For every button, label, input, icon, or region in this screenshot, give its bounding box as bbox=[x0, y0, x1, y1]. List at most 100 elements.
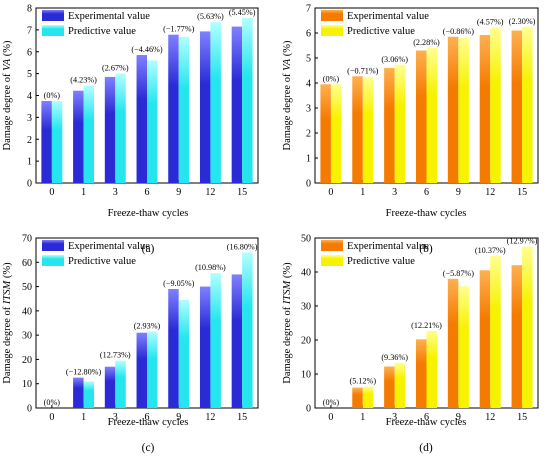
bar-series-1 bbox=[352, 387, 363, 408]
legend-swatch bbox=[42, 240, 64, 251]
x-tick-label: 1 bbox=[360, 412, 365, 423]
y-tick-label: 1 bbox=[27, 157, 32, 168]
bar-series-2 bbox=[147, 60, 158, 183]
bar-series-1 bbox=[104, 76, 116, 183]
y-tick-label: 6 bbox=[306, 29, 311, 40]
bar-annotation: (12.73%) bbox=[100, 351, 131, 360]
y-tick-label: 1 bbox=[306, 154, 311, 165]
x-tick-label: 12 bbox=[485, 412, 495, 423]
x-tick-label: 1 bbox=[81, 412, 86, 423]
y-tick-label: 60 bbox=[22, 258, 32, 269]
chart-panel-4: 0 10 20 30 40 50 0 (0%) 1 (5.12%) 3 (9.36%) 6 (12.21%… bbox=[282, 234, 539, 454]
bar-series-2 bbox=[242, 17, 253, 183]
bar-annotation: (0%) bbox=[323, 74, 340, 83]
bar-series-2 bbox=[210, 22, 221, 183]
bar-series-1 bbox=[384, 68, 395, 183]
bar-series-1 bbox=[104, 366, 116, 408]
x-tick-label: 3 bbox=[392, 187, 397, 198]
bar-series-1 bbox=[199, 31, 211, 183]
bar-series-1 bbox=[136, 55, 147, 183]
bar-annotation: (−0.86%) bbox=[443, 27, 474, 36]
bar-series-1 bbox=[384, 366, 395, 408]
y-axis-label-unit: (%) bbox=[282, 40, 293, 59]
bar-annotation: (0%) bbox=[44, 91, 61, 100]
bar-annotation: (9.36%) bbox=[381, 353, 408, 362]
x-tick-label: 6 bbox=[424, 412, 429, 423]
bar-series-2 bbox=[490, 27, 501, 183]
x-tick-label: 6 bbox=[145, 412, 150, 423]
bar-series-2 bbox=[458, 38, 469, 183]
chart-panel-2: 012345670(0%)1(−0.71%)3(3.06%)6(2.28%)9(… bbox=[282, 4, 539, 255]
bar-annotation: (2.28%) bbox=[413, 38, 440, 47]
bar-series-2 bbox=[178, 36, 190, 183]
panel-label: (d) bbox=[419, 442, 433, 454]
bar-series-2 bbox=[83, 381, 95, 408]
bar-annotation: (12.21%) bbox=[411, 321, 442, 330]
bar-annotation: (−12.80%) bbox=[66, 368, 102, 377]
bar-series-2 bbox=[394, 64, 406, 183]
bar-series-1 bbox=[511, 265, 523, 408]
y-axis-label-text: Damage degree of bbox=[282, 304, 293, 384]
y-tick-label: 40 bbox=[22, 306, 32, 317]
bar-annotation: (0%) bbox=[323, 398, 340, 407]
bar-annotation: (10.37%) bbox=[475, 246, 506, 255]
bar-series-1 bbox=[73, 377, 84, 408]
y-axis-label: Damage degree of VA (%) bbox=[282, 40, 293, 151]
x-tick-label: 9 bbox=[176, 412, 181, 423]
y-tick-label: 0 bbox=[27, 179, 32, 190]
bar-annotation: (5.45%) bbox=[229, 8, 256, 17]
bar-annotation: (12.97%) bbox=[507, 237, 538, 246]
bar-series-2 bbox=[51, 100, 63, 183]
bar-series-2 bbox=[458, 286, 469, 408]
bar-annotation: (2.67%) bbox=[102, 64, 129, 73]
bar-series-2 bbox=[178, 299, 190, 408]
y-tick-label: 70 bbox=[22, 234, 32, 245]
y-tick-label: 5 bbox=[27, 69, 32, 80]
x-tick-label: 15 bbox=[517, 187, 527, 198]
y-axis-label-italic: ITSM bbox=[2, 279, 13, 305]
panel-label: (b) bbox=[419, 243, 433, 255]
y-tick-label: 50 bbox=[22, 282, 32, 293]
y-axis-label-italic: VA bbox=[282, 58, 293, 71]
bar-series-2 bbox=[242, 252, 253, 408]
x-tick-label: 6 bbox=[424, 187, 429, 198]
bar-annotation: (0%) bbox=[44, 398, 61, 407]
bar-series-2 bbox=[330, 84, 342, 183]
bar-annotation: (2.93%) bbox=[134, 322, 161, 331]
bar-series-1 bbox=[352, 76, 363, 183]
x-tick-label: 0 bbox=[328, 412, 333, 423]
y-tick-label: 7 bbox=[27, 25, 32, 36]
bar-annotation: (5.63%) bbox=[197, 12, 224, 21]
y-axis-label-text: Damage degree of bbox=[2, 71, 13, 151]
y-tick-label: 8 bbox=[27, 4, 32, 15]
bar-series-1 bbox=[447, 278, 459, 408]
y-tick-label: 10 bbox=[301, 370, 311, 381]
bar-series-2 bbox=[394, 362, 406, 408]
bar-series-1 bbox=[136, 332, 147, 408]
x-tick-label: 3 bbox=[392, 412, 397, 423]
y-tick-label: 4 bbox=[27, 91, 32, 102]
bar-annotation: (10.98%) bbox=[195, 263, 226, 272]
chart-panel-1: 0123456780(0%)1(4.23%)3(2.67%)6(−4.46%)9… bbox=[2, 4, 259, 255]
x-axis-label: Freeze-thaw cycles bbox=[386, 208, 467, 219]
bar-series-2 bbox=[115, 360, 126, 408]
y-tick-label: 5 bbox=[306, 54, 311, 65]
x-tick-label: 12 bbox=[205, 412, 215, 423]
y-tick-label: 2 bbox=[27, 135, 32, 146]
y-tick-label: 6 bbox=[27, 47, 32, 58]
legend-label: Experimental value bbox=[347, 11, 429, 22]
panel-label: (a) bbox=[142, 243, 155, 255]
bar-annotation: (3.06%) bbox=[381, 55, 408, 64]
bar-series-1 bbox=[231, 26, 243, 183]
legend-label: Predictive value bbox=[68, 256, 136, 267]
y-tick-label: 3 bbox=[27, 113, 32, 124]
legend-label: Predictive value bbox=[347, 256, 415, 267]
bar-series-2 bbox=[362, 77, 374, 183]
legend-swatch bbox=[321, 25, 343, 36]
y-axis-label: Damage degree of ITSM (%) bbox=[2, 262, 13, 384]
bar-annotation: (2.30%) bbox=[509, 17, 536, 26]
y-axis-label-unit: (%) bbox=[2, 262, 13, 281]
bar-series-1 bbox=[41, 100, 52, 183]
x-tick-label: 15 bbox=[237, 187, 247, 198]
